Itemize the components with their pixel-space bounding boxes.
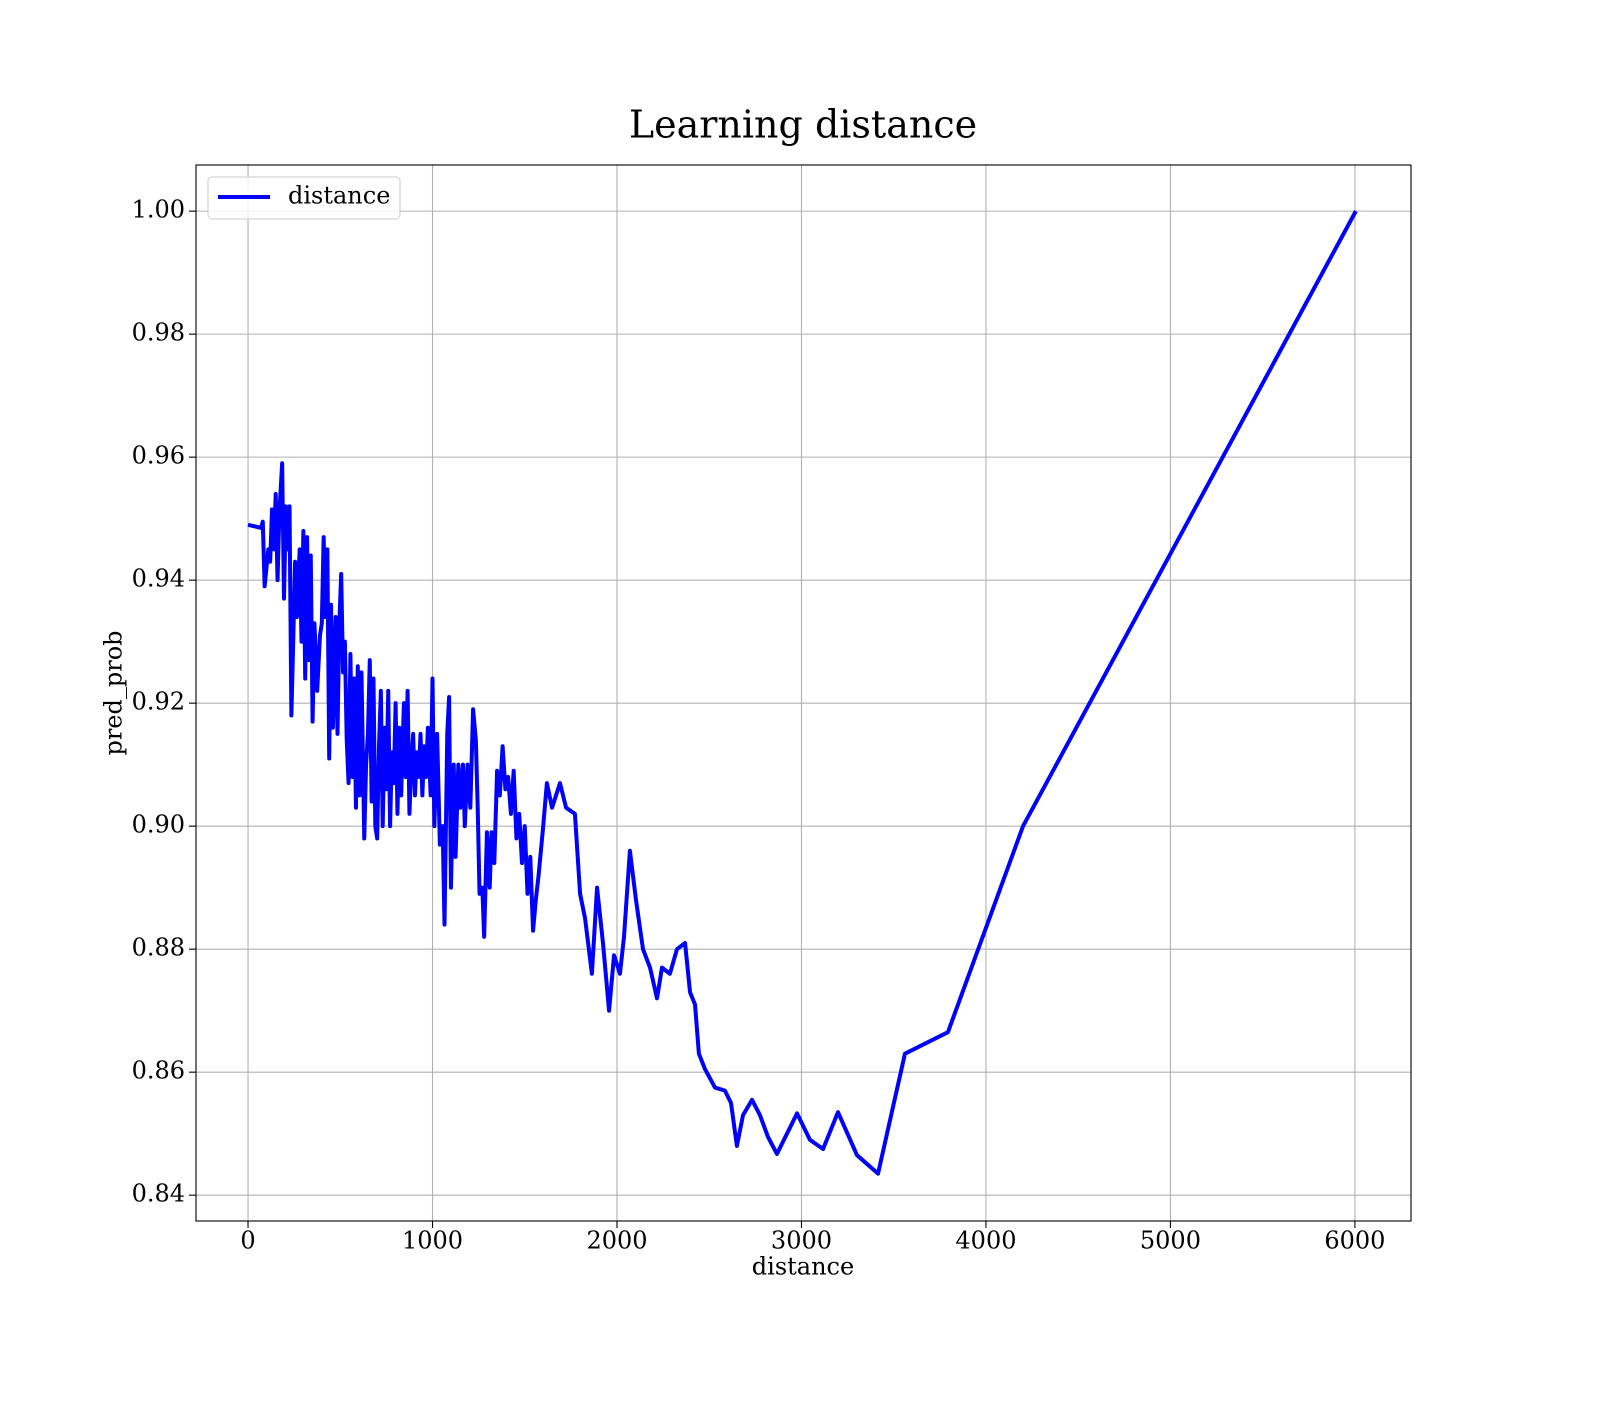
y-tick-label: 0.90 (132, 811, 185, 839)
y-axis-label: pred_prob (100, 630, 128, 755)
x-tick-label: 0 (240, 1227, 255, 1255)
legend: distance (207, 176, 401, 220)
y-tick-label: 0.98 (132, 319, 185, 347)
data-line (247, 210, 1358, 1176)
x-tick-label: 2000 (586, 1227, 647, 1255)
y-tick-label: 1.00 (132, 196, 185, 224)
x-axis-label: distance (752, 1253, 854, 1281)
y-tick-label: 0.94 (132, 565, 185, 593)
x-tick-label: 1000 (402, 1227, 463, 1255)
y-tick-label: 0.84 (132, 1180, 185, 1208)
y-tick-label: 0.88 (132, 934, 185, 962)
x-tick-label: 5000 (1140, 1227, 1201, 1255)
chart-title: Learning distance (629, 103, 977, 147)
y-tick-label: 0.92 (132, 688, 185, 716)
legend-label: distance (288, 182, 390, 210)
x-tick-label: 4000 (955, 1227, 1016, 1255)
plot-frame (195, 164, 1412, 1222)
legend-box (207, 176, 401, 220)
x-tick-label: 6000 (1324, 1227, 1385, 1255)
x-tick-label: 3000 (771, 1227, 832, 1255)
y-tick-label: 0.86 (132, 1057, 185, 1085)
y-tick-label: 0.96 (132, 442, 185, 470)
